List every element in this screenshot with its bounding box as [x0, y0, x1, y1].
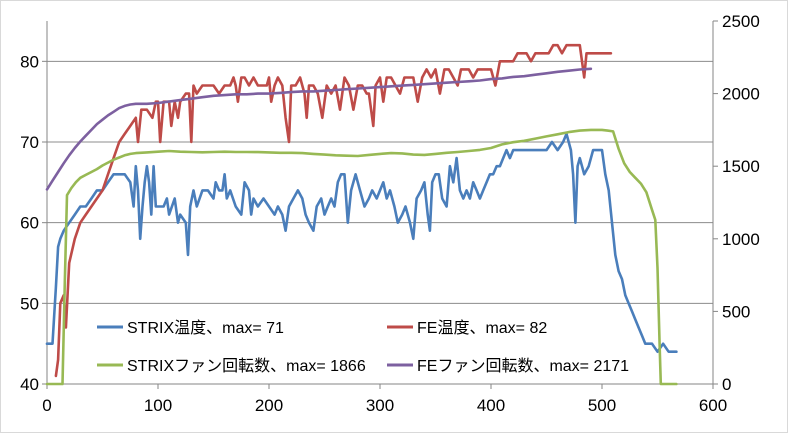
- series-lines: [45, 43, 678, 386]
- y2-tick-label: 1500: [722, 157, 760, 176]
- x-tick-label: 0: [42, 396, 51, 415]
- legend-label: FEファン回転数、max= 2171: [417, 357, 629, 375]
- series-line-3: [45, 128, 678, 386]
- legend-label: STRIX温度、max= 71: [127, 319, 284, 337]
- legend-label: STRIXファン回転数、max= 1866: [127, 357, 366, 375]
- y2-tick-label: 2500: [722, 12, 760, 31]
- x-tick-label: 400: [477, 396, 505, 415]
- x-tick-label: 600: [699, 396, 727, 415]
- y-tick-label: 50: [20, 294, 39, 313]
- x-tick-label: 500: [588, 396, 616, 415]
- x-tick-label: 200: [255, 396, 283, 415]
- y-tick-label: 80: [20, 52, 39, 71]
- y2-tick-label: 0: [722, 375, 731, 394]
- y2-tick-label: 500: [722, 302, 750, 321]
- axes: [42, 20, 718, 389]
- series-line-2: [54, 43, 613, 378]
- y-tick-label: 40: [20, 375, 39, 394]
- tick-labels: 0 100 200 300 400 500 600 40 50 60 70 80 0 500 1000 150…: [20, 12, 760, 415]
- y2-tick-label: 2000: [722, 85, 760, 104]
- y2-tick-label: 1000: [722, 230, 760, 249]
- series-line-1: [45, 132, 678, 354]
- series-line-4: [45, 67, 593, 191]
- y-tick-label: 60: [20, 214, 39, 233]
- x-tick-label: 100: [144, 396, 172, 415]
- x-tick-label: 300: [366, 396, 394, 415]
- legend: STRIX温度、max= 71 FE温度、max= 82 STRIXファン回転数、m…: [97, 319, 629, 375]
- legend-label: FE温度、max= 82: [417, 319, 547, 337]
- y-tick-label: 70: [20, 133, 39, 152]
